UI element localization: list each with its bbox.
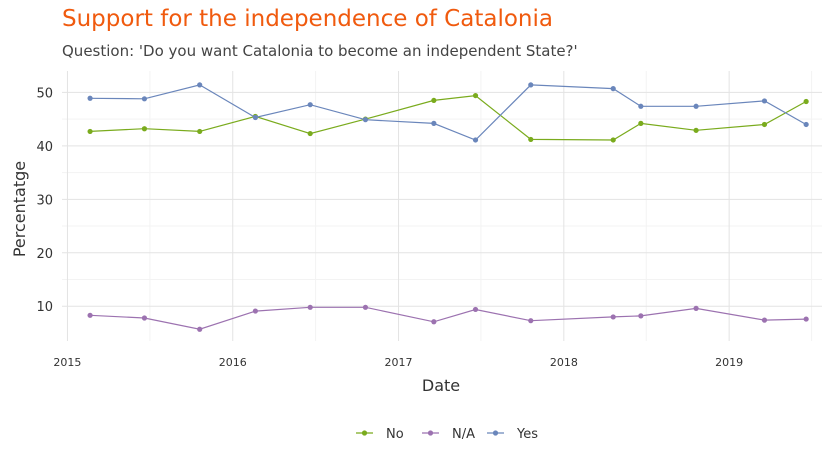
data-point-yes	[431, 120, 437, 126]
data-point-no	[87, 128, 93, 135]
legend-key-point	[492, 430, 499, 436]
data-point-yes	[693, 103, 699, 109]
data-point-n-a	[693, 305, 699, 311]
data-point-n-a	[761, 317, 768, 323]
series-group	[87, 82, 809, 332]
data-point-n-a	[87, 312, 93, 318]
data-point-yes	[307, 102, 313, 108]
legend-key-point	[427, 430, 434, 436]
x-tick-label: 2018	[550, 356, 578, 369]
data-point-no	[610, 137, 616, 143]
data-point-yes	[803, 121, 809, 128]
data-point-no	[761, 121, 768, 128]
data-point-yes	[362, 117, 369, 123]
series-line-n-a	[90, 306, 807, 330]
data-point-n-a	[803, 316, 809, 322]
x-tick-label: 2019	[715, 356, 743, 369]
series-line-no	[90, 94, 807, 141]
data-point-no	[472, 92, 479, 99]
y-tick-label: 50	[36, 86, 53, 101]
x-axis-ticks: 2015 2016 2017 2018 2019	[53, 356, 743, 369]
data-point-yes	[197, 82, 203, 88]
data-point-no	[693, 127, 699, 133]
data-point-n-a	[362, 304, 369, 310]
data-point-n-a	[141, 315, 148, 321]
legend-key-point	[361, 430, 368, 436]
x-tick-label: 2016	[219, 356, 247, 369]
legend-label: N/A	[452, 427, 475, 442]
series-line-yes	[90, 84, 807, 141]
y-axis-ticks: 10 20 30 40 50	[36, 86, 53, 315]
y-tick-label: 10	[36, 300, 53, 315]
y-tick-label: 30	[36, 193, 53, 208]
data-point-no	[638, 120, 644, 126]
data-point-yes	[87, 95, 93, 101]
x-axis-title: Date	[422, 376, 460, 395]
y-axis-title: Percentatge	[10, 161, 29, 257]
x-tick-label: 2017	[385, 356, 413, 369]
data-point-no	[528, 136, 534, 143]
data-point-n-a	[431, 319, 437, 325]
data-point-yes	[141, 96, 148, 102]
legend-label: No	[386, 427, 404, 442]
data-point-no	[141, 126, 148, 132]
data-point-no	[431, 97, 437, 104]
data-point-n-a	[528, 318, 534, 324]
data-point-yes	[761, 98, 768, 104]
chart-title: Support for the independence of Cataloni…	[62, 6, 553, 32]
data-point-n-a	[472, 306, 479, 313]
data-point-no	[803, 98, 809, 105]
data-point-yes	[638, 103, 644, 109]
chart-subtitle: Question: 'Do you want Catalonia to beco…	[62, 42, 578, 60]
data-point-yes	[472, 137, 479, 143]
y-tick-label: 40	[36, 140, 53, 155]
data-point-n-a	[307, 304, 313, 310]
legend: No N/A Yes	[356, 427, 538, 442]
data-point-n-a	[197, 326, 203, 332]
data-point-no	[307, 130, 313, 137]
data-point-n-a	[610, 314, 616, 320]
data-point-n-a	[252, 308, 258, 314]
data-point-n-a	[638, 313, 644, 319]
data-point-yes	[252, 114, 258, 121]
data-point-yes	[610, 86, 616, 92]
y-tick-label: 20	[36, 247, 53, 262]
data-point-no	[197, 128, 203, 135]
legend-label: Yes	[516, 427, 538, 442]
data-point-yes	[528, 82, 534, 88]
x-tick-label: 2015	[53, 356, 81, 369]
gridlines	[62, 71, 822, 341]
